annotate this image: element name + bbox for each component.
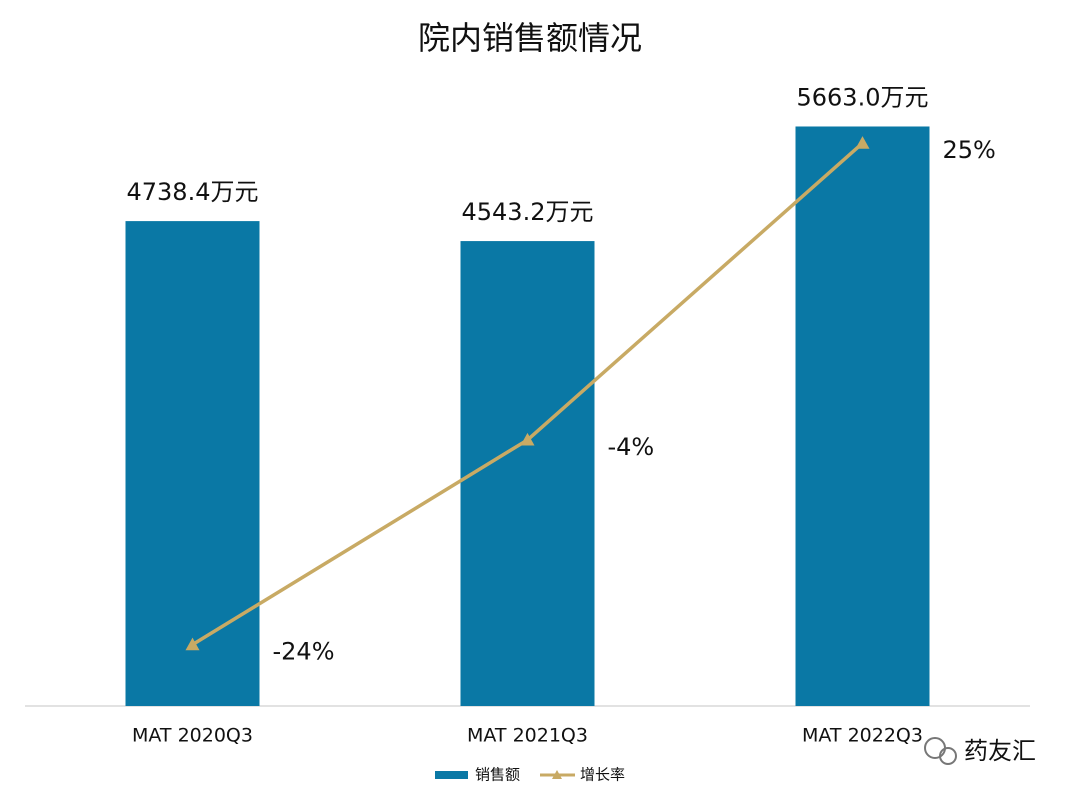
watermark-icon bbox=[939, 747, 957, 765]
line-marker bbox=[520, 432, 535, 446]
legend-label: 增长率 bbox=[580, 766, 625, 784]
data-label: -24% bbox=[273, 638, 335, 666]
data-label: -4% bbox=[608, 433, 655, 461]
bar bbox=[125, 221, 260, 706]
legend-swatch bbox=[435, 771, 468, 779]
legend-item: 销售额 bbox=[435, 766, 520, 784]
data-label: 5663.0万元 bbox=[797, 83, 929, 111]
legend-item: 增长率 bbox=[540, 766, 625, 784]
x-tick-label: MAT 2021Q3 bbox=[467, 725, 588, 747]
data-label: 25% bbox=[943, 136, 996, 164]
legend-marker bbox=[552, 770, 562, 779]
data-label: 4543.2万元 bbox=[462, 198, 594, 226]
watermark-text: 药友汇 bbox=[964, 737, 1036, 765]
line-marker bbox=[185, 637, 200, 651]
data-label: 4738.4万元 bbox=[127, 178, 259, 206]
watermark: 药友汇 bbox=[924, 737, 1036, 765]
legend-label: 销售额 bbox=[475, 766, 520, 784]
bar bbox=[795, 126, 930, 707]
x-tick-label: MAT 2022Q3 bbox=[802, 725, 923, 747]
x-tick-label: MAT 2020Q3 bbox=[132, 725, 253, 747]
bar bbox=[460, 241, 595, 706]
chart-title: 院内销售额情况 bbox=[418, 19, 642, 57]
line-marker bbox=[855, 136, 870, 149]
